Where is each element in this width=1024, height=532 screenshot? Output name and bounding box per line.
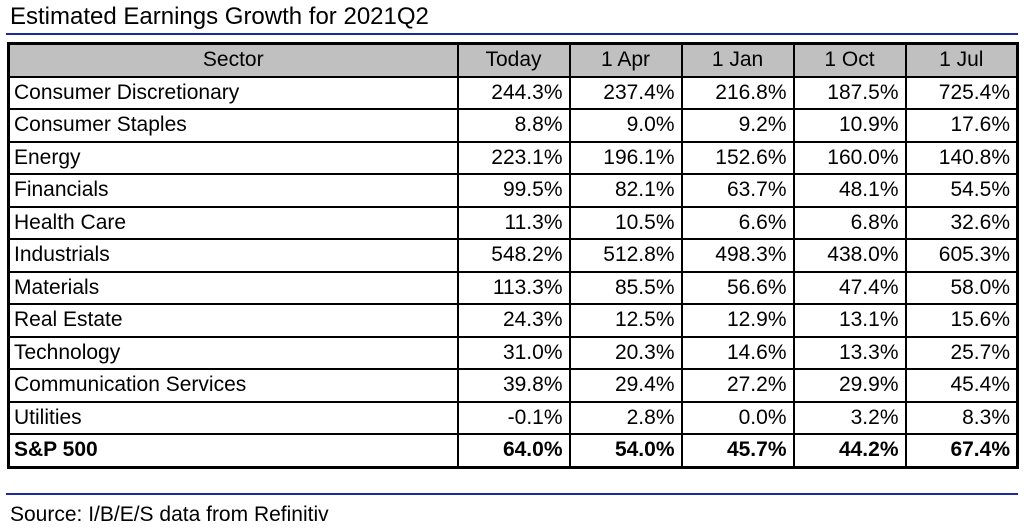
cell-sector: Industrials	[7, 238, 459, 273]
cell-today: 244.3%	[456, 75, 571, 110]
cell-sector: Consumer Staples	[7, 108, 459, 143]
header-1-jan: 1 Jan	[680, 42, 795, 78]
cell-1-jan: 56.6%	[680, 270, 795, 305]
table-row: Communication Services 39.8% 29.4% 27.2% 29.…	[7, 368, 1019, 403]
cell-1-oct: 10.9%	[792, 108, 907, 143]
table-row: Industrials 548.2% 512.8% 498.3% 438.0% 605.3…	[7, 238, 1019, 273]
cell-1-oct: 438.0%	[792, 238, 907, 273]
earnings-growth-table: Sector Today 1 Apr 1 Jan 1 Oct 1 Jul Con…	[7, 42, 1019, 469]
cell-1-oct: 187.5%	[792, 75, 907, 110]
cell-1-apr: 196.1%	[568, 140, 683, 175]
cell-sector: Financials	[7, 173, 459, 208]
cell-1-jan: 14.6%	[680, 335, 795, 370]
cell-1-oct: 47.4%	[792, 270, 907, 305]
cell-1-jul: 605.3%	[904, 238, 1019, 273]
cell-1-jul: 15.6%	[904, 303, 1019, 338]
cell-1-jan: 12.9%	[680, 303, 795, 338]
table-row: Health Care 11.3% 10.5% 6.6% 6.8% 32.6%	[7, 205, 1019, 240]
cell-1-apr: 29.4%	[568, 368, 683, 403]
cell-1-apr: 2.8%	[568, 400, 683, 435]
table-row: Energy 223.1% 196.1% 152.6% 160.0% 140.8%	[7, 140, 1019, 175]
cell-1-jul: 67.4%	[904, 433, 1019, 468]
cell-1-jan: 9.2%	[680, 108, 795, 143]
header-1-apr: 1 Apr	[568, 42, 683, 78]
cell-1-jul: 8.3%	[904, 400, 1019, 435]
table-row: Real Estate 24.3% 12.5% 12.9% 13.1% 15.6%	[7, 303, 1019, 338]
cell-today: 24.3%	[456, 303, 571, 338]
cell-1-jan: 63.7%	[680, 173, 795, 208]
cell-sector: Communication Services	[7, 368, 459, 403]
cell-1-jul: 54.5%	[904, 173, 1019, 208]
cell-1-oct: 6.8%	[792, 205, 907, 240]
cell-1-jul: 140.8%	[904, 140, 1019, 175]
cell-1-jul: 17.6%	[904, 108, 1019, 143]
cell-today: 99.5%	[456, 173, 571, 208]
cell-1-jan: 6.6%	[680, 205, 795, 240]
cell-1-jul: 725.4%	[904, 75, 1019, 110]
cell-1-apr: 54.0%	[568, 433, 683, 468]
cell-1-apr: 9.0%	[568, 108, 683, 143]
table-body: Consumer Discretionary 244.3% 237.4% 216.8%…	[7, 75, 1019, 468]
cell-1-jan: 216.8%	[680, 75, 795, 110]
table-row: Utilities -0.1% 2.8% 0.0% 3.2% 8.3%	[7, 400, 1019, 435]
cell-1-apr: 20.3%	[568, 335, 683, 370]
cell-today: -0.1%	[456, 400, 571, 435]
top-divider	[6, 33, 1018, 35]
cell-1-apr: 12.5%	[568, 303, 683, 338]
table-row: Consumer Staples 8.8% 9.0% 9.2% 10.9% 17.6%	[7, 108, 1019, 143]
source-note: Source: I/B/E/S data from Refinitiv	[10, 503, 329, 526]
header-1-oct: 1 Oct	[792, 42, 907, 78]
cell-1-apr: 82.1%	[568, 173, 683, 208]
cell-1-oct: 13.3%	[792, 335, 907, 370]
cell-sector: Utilities	[7, 400, 459, 435]
cell-1-jan: 45.7%	[680, 433, 795, 468]
cell-today: 8.8%	[456, 108, 571, 143]
cell-1-oct: 29.9%	[792, 368, 907, 403]
cell-sector: Energy	[7, 140, 459, 175]
table-row: Materials 113.3% 85.5% 56.6% 47.4% 58.0%	[7, 270, 1019, 305]
cell-1-oct: 160.0%	[792, 140, 907, 175]
cell-sector: Materials	[7, 270, 459, 305]
total-row: S&P 500 64.0% 54.0% 45.7% 44.2% 67.4%	[7, 433, 1019, 468]
cell-1-apr: 237.4%	[568, 75, 683, 110]
bottom-divider	[6, 493, 1018, 495]
cell-1-apr: 85.5%	[568, 270, 683, 305]
cell-sector: Technology	[7, 335, 459, 370]
cell-today: 223.1%	[456, 140, 571, 175]
cell-today: 548.2%	[456, 238, 571, 273]
table-row: Technology 31.0% 20.3% 14.6% 13.3% 25.7%	[7, 335, 1019, 370]
cell-today: 113.3%	[456, 270, 571, 305]
cell-sector: Real Estate	[7, 303, 459, 338]
cell-today: 31.0%	[456, 335, 571, 370]
header-today: Today	[456, 42, 571, 78]
cell-1-jan: 0.0%	[680, 400, 795, 435]
cell-1-jul: 25.7%	[904, 335, 1019, 370]
cell-1-oct: 48.1%	[792, 173, 907, 208]
cell-today: 39.8%	[456, 368, 571, 403]
cell-1-apr: 10.5%	[568, 205, 683, 240]
header-sector: Sector	[7, 42, 459, 78]
cell-1-apr: 512.8%	[568, 238, 683, 273]
page-title: Estimated Earnings Growth for 2021Q2	[10, 3, 429, 30]
cell-1-oct: 3.2%	[792, 400, 907, 435]
header-1-jul: 1 Jul	[904, 42, 1019, 78]
cell-1-jan: 27.2%	[680, 368, 795, 403]
table-row: Consumer Discretionary 244.3% 237.4% 216.8%…	[7, 75, 1019, 110]
cell-1-jul: 32.6%	[904, 205, 1019, 240]
cell-1-jul: 45.4%	[904, 368, 1019, 403]
cell-1-jul: 58.0%	[904, 270, 1019, 305]
table-row: Financials 99.5% 82.1% 63.7% 48.1% 54.5%	[7, 173, 1019, 208]
cell-1-jan: 152.6%	[680, 140, 795, 175]
cell-today: 64.0%	[456, 433, 571, 468]
table-header-row: Sector Today 1 Apr 1 Jan 1 Oct 1 Jul	[7, 42, 1019, 78]
cell-sector: S&P 500	[7, 433, 459, 468]
cell-1-jan: 498.3%	[680, 238, 795, 273]
cell-sector: Consumer Discretionary	[7, 75, 459, 110]
cell-1-oct: 44.2%	[792, 433, 907, 468]
cell-sector: Health Care	[7, 205, 459, 240]
cell-today: 11.3%	[456, 205, 571, 240]
cell-1-oct: 13.1%	[792, 303, 907, 338]
